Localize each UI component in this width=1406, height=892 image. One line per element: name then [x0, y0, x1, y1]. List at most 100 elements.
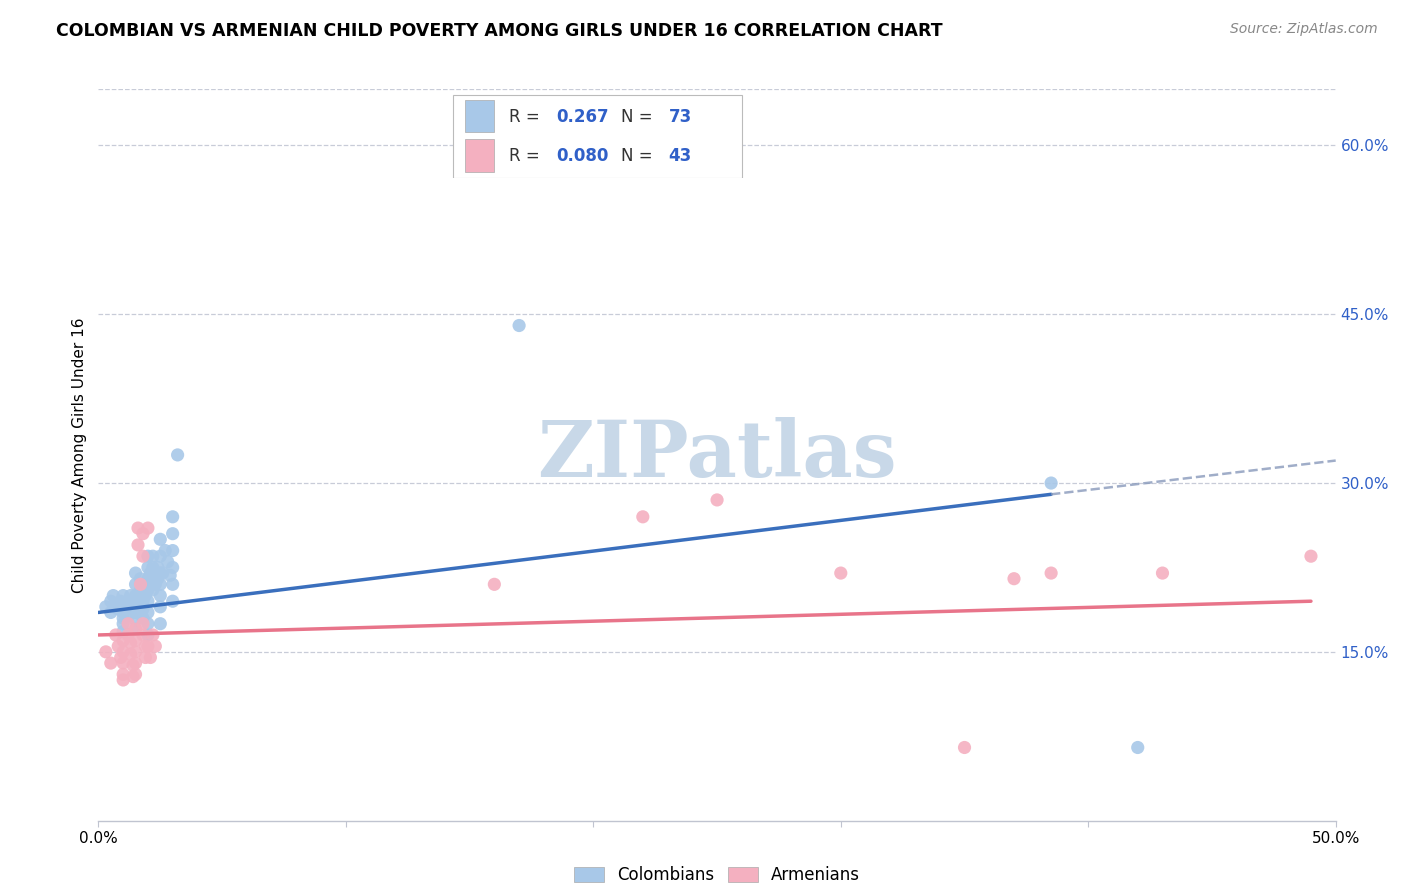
- Point: [132, 549, 155, 564]
- Point: [107, 639, 129, 653]
- Point: [117, 616, 139, 631]
- Point: [484, 577, 506, 591]
- Point: [127, 594, 149, 608]
- Bar: [464, 100, 495, 132]
- Point: [162, 526, 184, 541]
- Text: COLOMBIAN VS ARMENIAN CHILD POVERTY AMONG GIRLS UNDER 16 CORRELATION CHART: COLOMBIAN VS ARMENIAN CHILD POVERTY AMON…: [56, 22, 943, 40]
- Point: [139, 650, 162, 665]
- Point: [162, 560, 184, 574]
- Point: [149, 577, 172, 591]
- Point: [132, 526, 155, 541]
- Point: [112, 645, 135, 659]
- Point: [124, 633, 146, 648]
- Point: [100, 594, 122, 608]
- Point: [117, 628, 139, 642]
- Point: [1040, 476, 1063, 491]
- Point: [100, 656, 122, 670]
- Point: [1152, 566, 1174, 580]
- Point: [124, 667, 146, 681]
- Point: [162, 577, 184, 591]
- Point: [124, 623, 146, 637]
- Point: [149, 549, 172, 564]
- Point: [156, 555, 179, 569]
- Text: R =: R =: [509, 146, 546, 164]
- Point: [127, 606, 149, 620]
- Point: [117, 602, 139, 616]
- Point: [142, 560, 165, 574]
- Point: [132, 616, 155, 631]
- Point: [143, 639, 166, 653]
- Text: ZIPatlas: ZIPatlas: [537, 417, 897, 493]
- Point: [155, 543, 177, 558]
- Point: [149, 616, 172, 631]
- Point: [120, 636, 142, 650]
- Point: [631, 116, 654, 130]
- Point: [112, 633, 135, 648]
- Point: [122, 658, 145, 673]
- Point: [1299, 549, 1322, 564]
- Point: [830, 566, 852, 580]
- Point: [124, 598, 146, 612]
- Point: [122, 670, 145, 684]
- Point: [149, 533, 172, 547]
- Point: [143, 577, 166, 591]
- Point: [94, 645, 117, 659]
- Point: [136, 549, 159, 564]
- Point: [127, 521, 149, 535]
- Point: [112, 606, 135, 620]
- Point: [149, 589, 172, 603]
- Point: [136, 582, 159, 597]
- Point: [104, 628, 127, 642]
- Point: [120, 589, 142, 603]
- Point: [136, 560, 159, 574]
- Point: [132, 594, 155, 608]
- Point: [124, 566, 146, 580]
- Point: [134, 650, 156, 665]
- Point: [103, 589, 125, 603]
- Point: [124, 623, 146, 637]
- Text: N =: N =: [621, 108, 658, 126]
- Point: [132, 628, 155, 642]
- Point: [1126, 740, 1149, 755]
- Point: [120, 597, 142, 611]
- Point: [142, 582, 165, 597]
- Point: [1040, 566, 1063, 580]
- Point: [129, 582, 152, 597]
- Point: [94, 599, 117, 614]
- Point: [132, 611, 155, 625]
- Point: [112, 667, 135, 681]
- Point: [112, 624, 135, 639]
- Point: [110, 594, 132, 608]
- Text: Source: ZipAtlas.com: Source: ZipAtlas.com: [1230, 22, 1378, 37]
- Point: [132, 602, 155, 616]
- Legend: Colombians, Armenians: Colombians, Armenians: [569, 861, 865, 889]
- Point: [112, 616, 135, 631]
- Point: [136, 572, 159, 586]
- Point: [124, 577, 146, 591]
- Point: [143, 566, 166, 580]
- Point: [142, 572, 165, 586]
- Point: [136, 606, 159, 620]
- Point: [146, 560, 169, 574]
- Point: [631, 509, 654, 524]
- Point: [100, 606, 122, 620]
- Point: [508, 318, 530, 333]
- Point: [134, 639, 156, 653]
- Point: [142, 628, 165, 642]
- Point: [110, 650, 132, 665]
- Point: [139, 577, 162, 591]
- Point: [146, 572, 169, 586]
- Point: [104, 598, 127, 612]
- Point: [112, 598, 135, 612]
- Text: 0.267: 0.267: [557, 108, 609, 126]
- Point: [166, 448, 188, 462]
- Point: [127, 538, 149, 552]
- Point: [136, 521, 159, 535]
- Text: N =: N =: [621, 146, 658, 164]
- Point: [953, 740, 976, 755]
- Point: [162, 509, 184, 524]
- Point: [149, 599, 172, 614]
- Point: [149, 566, 172, 580]
- Point: [134, 589, 156, 603]
- Point: [136, 594, 159, 608]
